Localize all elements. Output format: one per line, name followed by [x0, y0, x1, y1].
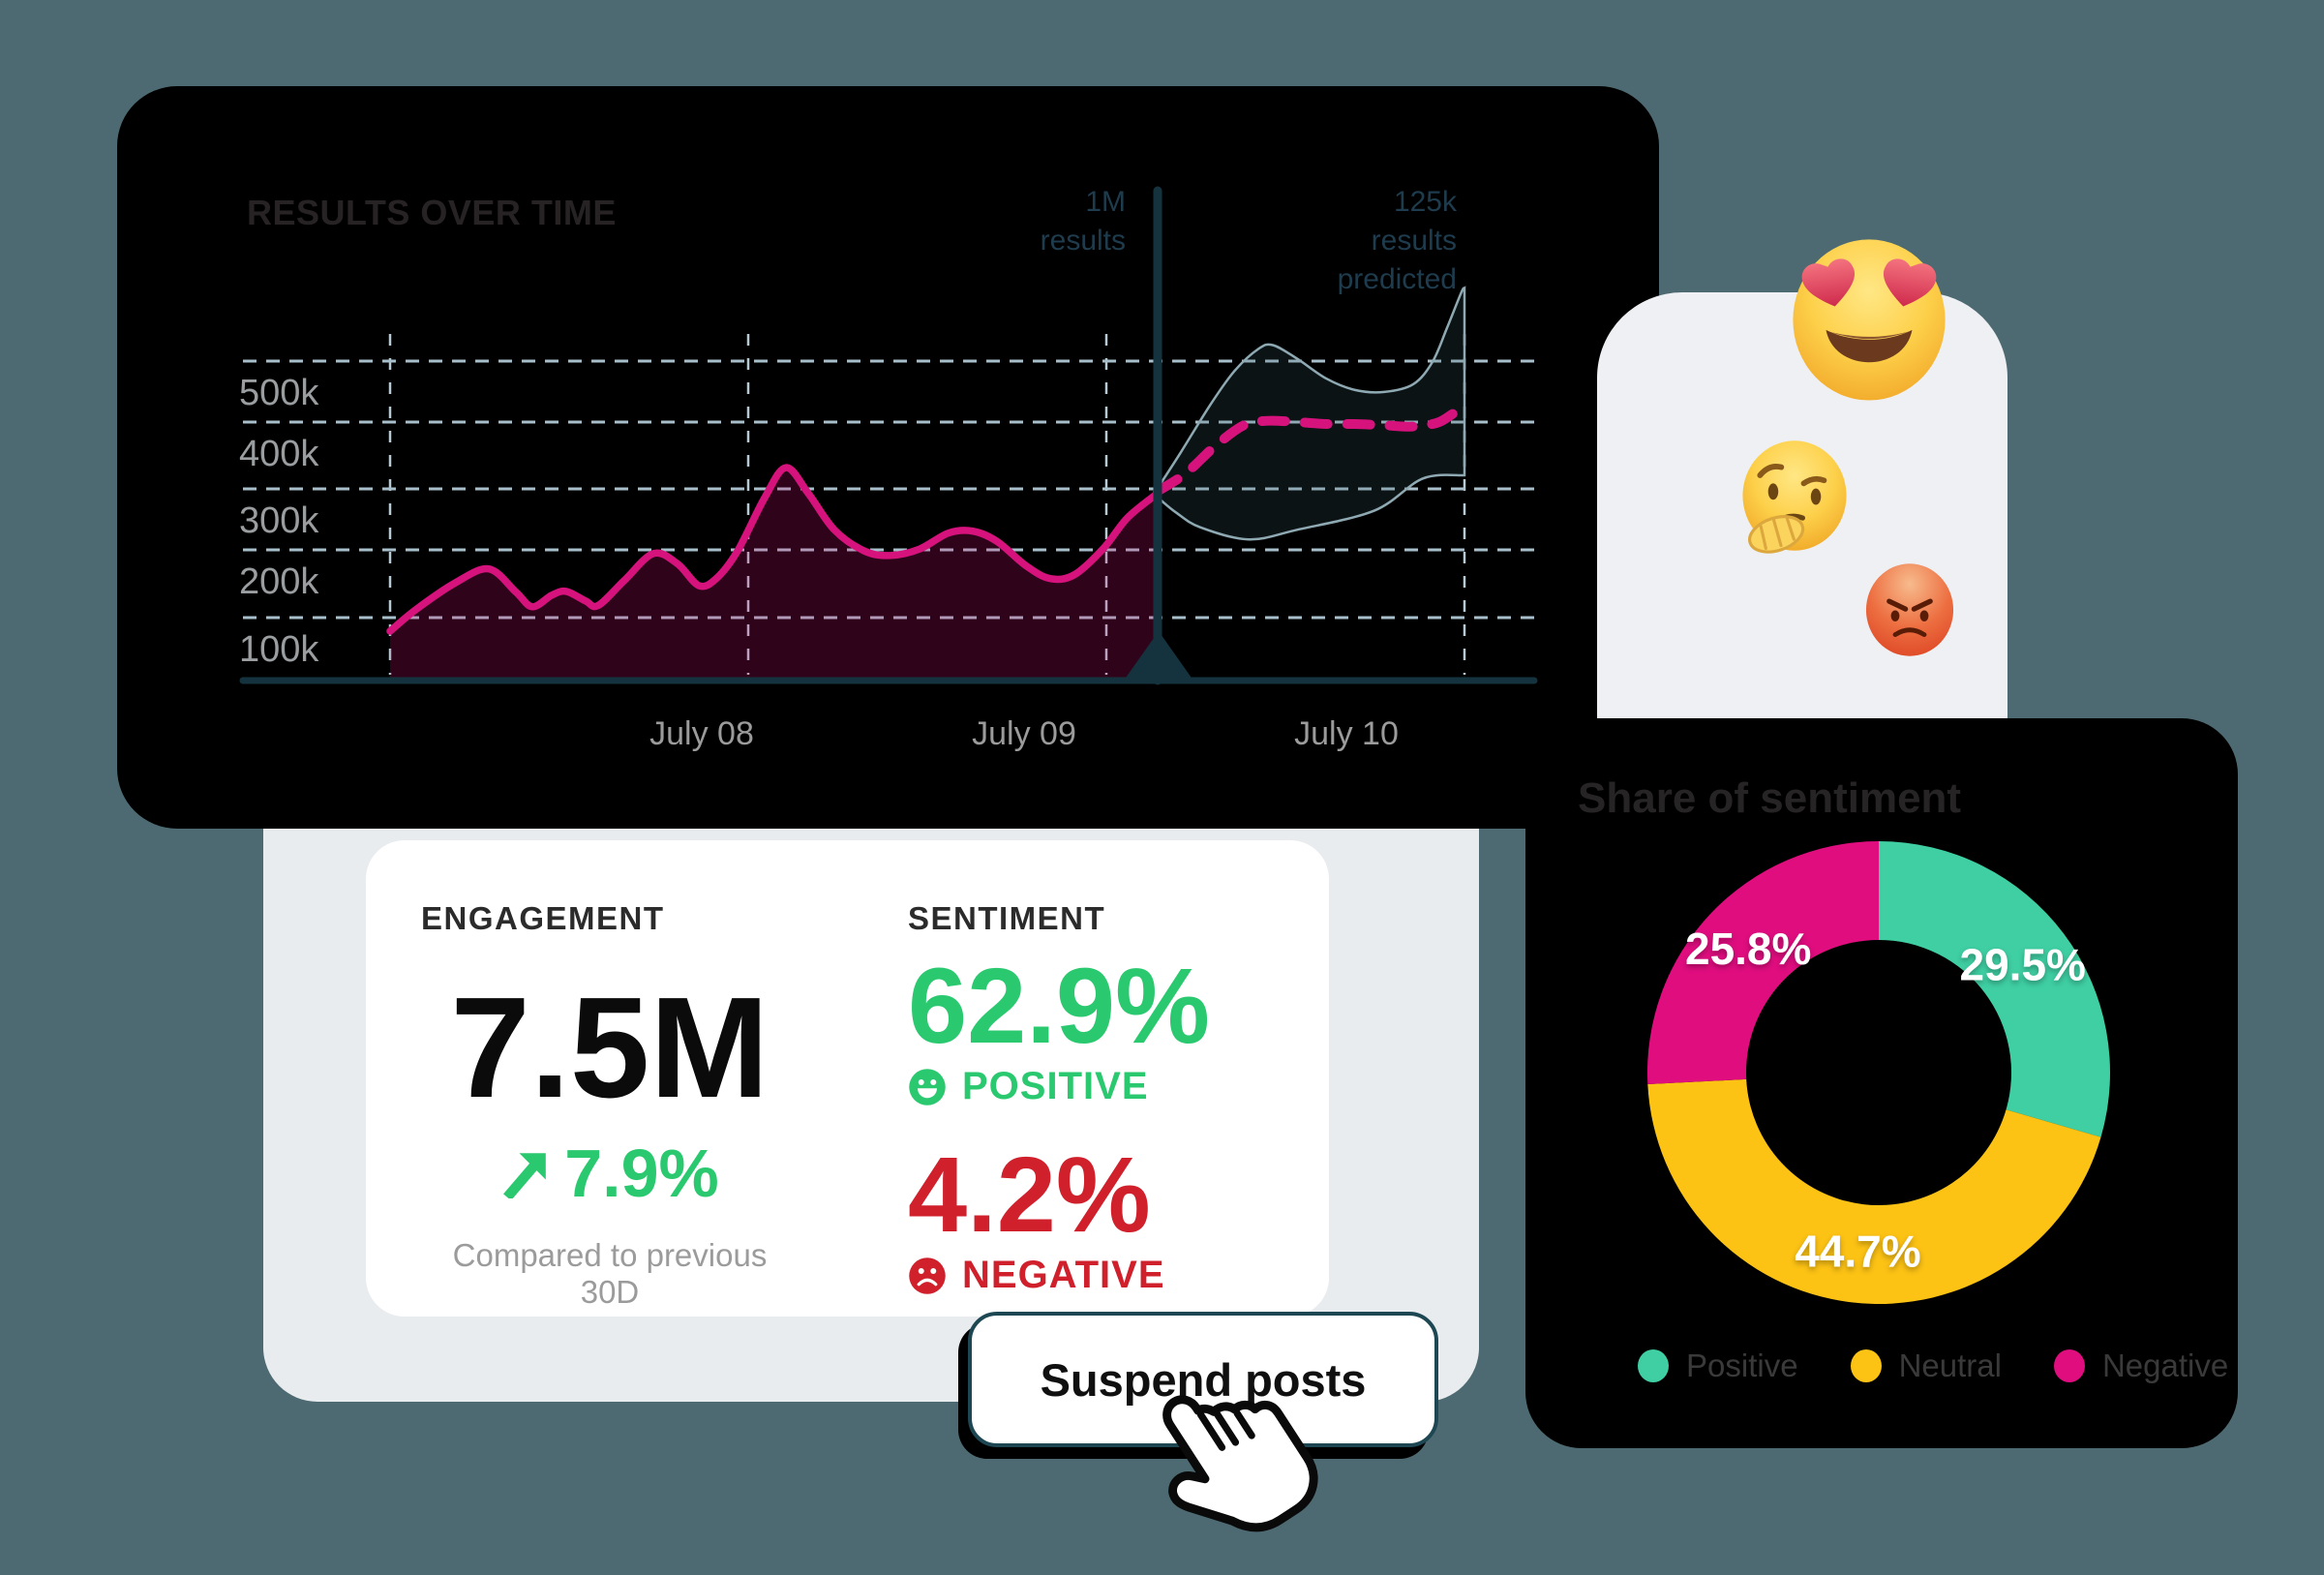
legend-label: Neutral — [1898, 1348, 2002, 1383]
y-axis-tick-label: 300k — [239, 500, 319, 541]
forecast-confidence-band — [1156, 285, 1466, 541]
legend-label: Positive — [1686, 1348, 1798, 1383]
results-area-fill — [390, 468, 1158, 681]
hand-cursor-icon — [1162, 1395, 1318, 1532]
engagement-column: ENGAGEMENT 7.5M 7.9% Compared to previou… — [421, 900, 799, 1311]
legend-item-positive: Positive — [1638, 1348, 1798, 1384]
engagement-delta: 7.9% — [421, 1135, 799, 1212]
donut-legend: Positive Neutral Negative — [1638, 1348, 2228, 1384]
sentiment-donut-chart: 29.5% 44.7% 25.8% — [1647, 841, 2110, 1304]
results-line — [386, 464, 1162, 635]
engagement-sentiment-card: ENGAGEMENT 7.5M 7.9% Compared to previou… — [366, 840, 1329, 1317]
engagement-value: 7.5M — [450, 968, 770, 1128]
legend-dot — [1638, 1349, 1669, 1382]
sentiment-column: SENTIMENT 62.9% POSITIVE 4.2% NEGATIVE — [908, 900, 1314, 1297]
y-axis-tick-label: 200k — [239, 561, 319, 602]
results-over-time-card: RESULTS OVER TIME 1M results 125k results p… — [117, 86, 1659, 829]
engagement-heading: ENGAGEMENT — [421, 900, 665, 936]
thinking-emoji-icon — [1742, 440, 1847, 554]
trend-up-arrow-icon — [503, 1153, 547, 1198]
y-axis-tick-label: 500k — [239, 373, 319, 413]
legend-label: Negative — [2101, 1348, 2229, 1383]
happy-face-icon — [909, 1068, 946, 1106]
donut-slice-neutral — [1647, 1078, 2101, 1304]
negative-sentiment-label: NEGATIVE — [962, 1254, 1165, 1296]
positive-sentiment-value: 62.9% — [908, 947, 1210, 1066]
donut-slice-label: 44.7% — [1795, 1227, 1920, 1277]
donut-slice-positive — [1879, 841, 2110, 1137]
donut-chart-title: Share of sentiment — [1578, 774, 1962, 822]
results-area-chart: 500k 400k 300k 200k 100k July 08 July 09 July 1… — [239, 186, 1538, 752]
heart-eyes-emoji-icon — [1793, 239, 1946, 401]
donut-slice-label: 29.5% — [1960, 939, 2086, 989]
legend-item-negative: Negative — [2053, 1348, 2229, 1384]
positive-sentiment-label: POSITIVE — [962, 1065, 1149, 1107]
predicted-results-annotation: 125k results predicted — [1337, 186, 1457, 295]
engagement-delta-value: 7.9% — [564, 1136, 719, 1211]
engagement-note: Compared to previous 30D — [452, 1237, 768, 1310]
legend-item-neutral: Neutral — [1850, 1348, 2002, 1384]
legend-dot — [1850, 1349, 1882, 1382]
y-axis-tick-label: 100k — [239, 629, 319, 670]
negative-sentiment-value: 4.2% — [908, 1136, 1151, 1255]
chart-title: RESULTS OVER TIME — [247, 193, 617, 232]
x-axis-tick-label: July 08 — [649, 715, 754, 752]
x-axis-tick-label: July 10 — [1294, 715, 1399, 752]
forecast-dashed-line — [1153, 404, 1464, 497]
positive-sentiment-row: POSITIVE — [908, 1065, 1314, 1108]
legend-dot — [2053, 1349, 2085, 1382]
share-of-sentiment-card: Share of sentiment 29.5% 44.7% 25.8% Posit… — [1525, 718, 2238, 1448]
y-axis-tick-label: 400k — [239, 434, 319, 474]
sentiment-heading: SENTIMENT — [908, 900, 1106, 936]
now-marker-triangle — [1124, 631, 1193, 681]
donut-slice-negative — [1647, 841, 1879, 1085]
sad-face-icon — [909, 1257, 946, 1294]
x-axis-tick-label: July 09 — [972, 715, 1076, 752]
angry-emoji-icon — [1865, 563, 1954, 656]
negative-sentiment-row: NEGATIVE — [908, 1254, 1314, 1297]
actual-results-annotation: 1M results — [1040, 186, 1126, 257]
donut-slice-label: 25.8% — [1685, 924, 1811, 974]
